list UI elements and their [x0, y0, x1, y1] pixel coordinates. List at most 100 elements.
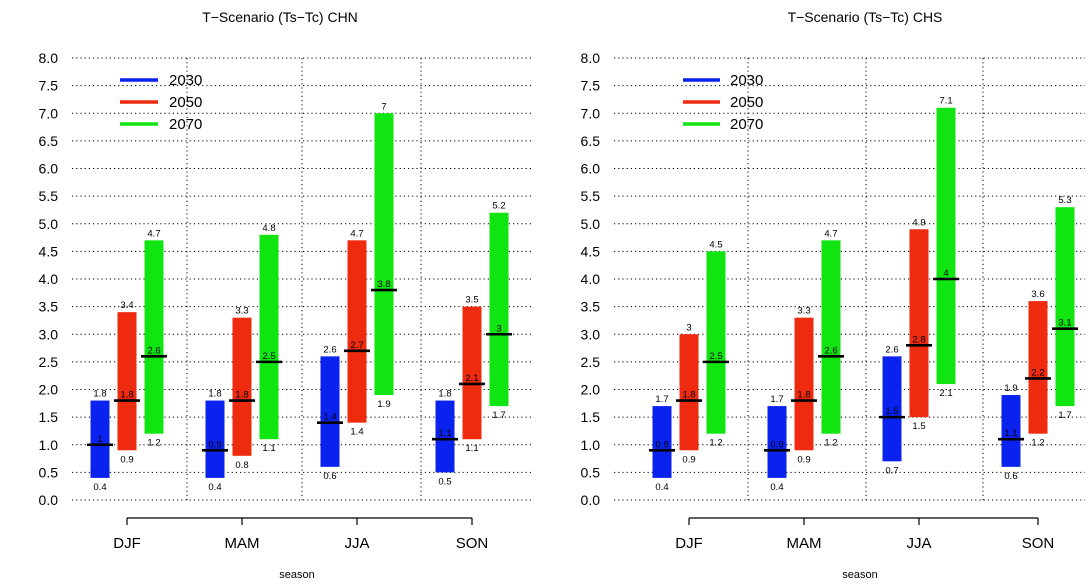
y-tick-label: 0.5 — [39, 464, 59, 480]
high-label: 3.4 — [120, 300, 133, 311]
legend-label: 2050 — [169, 94, 202, 111]
high-label: 3.3 — [797, 306, 810, 317]
high-label: 3.5 — [465, 295, 478, 306]
low-label: 1.2 — [709, 438, 722, 449]
high-label: 1.9 — [1004, 383, 1017, 394]
chart-title: T−Scenario (Ts−Tc) CHS — [788, 9, 943, 25]
range-bar-2070 — [936, 107, 956, 384]
y-tick-label: 5.0 — [581, 216, 601, 232]
low-label: 0.4 — [93, 482, 106, 493]
high-label: 3 — [686, 322, 691, 333]
low-label: 2.1 — [939, 388, 952, 399]
high-label: 5.3 — [1058, 195, 1071, 206]
legend-label: 2030 — [730, 72, 763, 89]
high-label: 1.7 — [655, 394, 668, 405]
range-bar-2050 — [909, 229, 929, 418]
x-tick-label: DJF — [675, 535, 703, 552]
chart-panel-chn: T−Scenario (Ts−Tc) CHN season 0.0 0.5 1.0 1… — [39, 9, 534, 581]
y-tick-label: 0.0 — [581, 492, 601, 508]
high-label: 3.6 — [1031, 289, 1044, 300]
y-tick-label: 6.5 — [39, 133, 59, 149]
range-bar-2070 — [374, 113, 394, 396]
y-tick-label: 8.0 — [581, 50, 601, 66]
median-label: 0.9 — [770, 439, 783, 450]
x-tick-label: MAM — [225, 535, 260, 552]
median-label: 2.6 — [147, 345, 160, 356]
high-label: 4.5 — [709, 239, 722, 250]
median-label: 2.1 — [465, 373, 478, 384]
low-label: 1.9 — [377, 399, 390, 410]
high-label: 4.7 — [147, 228, 160, 239]
x-tick-label: MAM — [787, 535, 822, 552]
median-label: 1.8 — [682, 390, 695, 401]
y-tick-label: 1.5 — [581, 409, 601, 425]
high-label: 1.8 — [93, 389, 106, 400]
range-bar-2030 — [205, 400, 225, 478]
low-label: 0.6 — [1004, 471, 1017, 482]
low-label: 1.4 — [350, 427, 363, 438]
y-tick-label: 6.0 — [39, 161, 59, 177]
range-bar-2070 — [144, 240, 164, 434]
range-bar-2050 — [794, 317, 814, 451]
median-label: 2.6 — [824, 345, 837, 356]
range-bar-2070 — [259, 234, 279, 440]
low-label: 1.1 — [465, 443, 478, 454]
y-tick-label: 4.5 — [39, 243, 59, 259]
x-tick-label: SON — [456, 535, 489, 552]
low-label: 1.2 — [824, 438, 837, 449]
y-tick-label: 4.5 — [581, 243, 601, 259]
median-label: 1.1 — [438, 428, 451, 439]
high-label: 2.6 — [885, 344, 898, 355]
range-bar-2030 — [90, 400, 110, 478]
x-tick-label: JJA — [344, 535, 369, 552]
low-label: 1.7 — [1058, 410, 1071, 421]
median-label: 2.5 — [709, 351, 722, 362]
high-label: 1.8 — [438, 389, 451, 400]
high-label: 7.1 — [939, 96, 952, 107]
range-bar-2070 — [489, 212, 509, 407]
y-tick-label: 3.0 — [581, 326, 601, 342]
high-label: 4.8 — [262, 223, 275, 234]
low-label: 0.7 — [885, 465, 898, 476]
y-tick-label: 2.0 — [581, 382, 601, 398]
range-bar-2070 — [1055, 207, 1075, 407]
y-tick-label: 4.0 — [581, 271, 601, 287]
range-bar-2030 — [435, 400, 455, 473]
y-tick-label: 6.5 — [581, 133, 601, 149]
low-label: 1.2 — [147, 438, 160, 449]
low-label: 0.9 — [797, 454, 810, 465]
high-label: 1.8 — [208, 389, 221, 400]
y-tick-label: 4.0 — [39, 271, 59, 287]
high-label: 4.7 — [350, 228, 363, 239]
y-tick-label: 0.0 — [39, 492, 59, 508]
y-tick-label: 7.5 — [39, 78, 59, 94]
median-label: 1.5 — [885, 406, 898, 417]
range-bar-2050 — [1028, 301, 1048, 434]
legend-label: 2050 — [730, 94, 763, 111]
high-label: 7 — [381, 101, 386, 112]
x-tick-label: JJA — [906, 535, 931, 552]
y-tick-label: 2.0 — [39, 382, 59, 398]
chart-panel-chs: T−Scenario (Ts−Tc) CHS season 0.0 0.5 1.0 1… — [581, 9, 1085, 581]
y-tick-label: 1.5 — [39, 409, 59, 425]
y-tick-label: 1.0 — [39, 437, 59, 453]
low-label: 1.2 — [1031, 438, 1044, 449]
range-bar-2030 — [1001, 395, 1021, 467]
x-tick-label: SON — [1022, 535, 1055, 552]
low-label: 0.8 — [235, 460, 248, 471]
y-tick-label: 7.5 — [581, 78, 601, 94]
median-label: 3 — [496, 323, 501, 334]
high-label: 5.2 — [492, 201, 505, 212]
median-label: 3.1 — [1058, 318, 1071, 329]
y-tick-label: 5.0 — [39, 216, 59, 232]
median-label: 2.2 — [1031, 367, 1044, 378]
range-bar-2030 — [767, 406, 787, 478]
low-label: 0.4 — [655, 482, 668, 493]
median-label: 3.8 — [377, 279, 390, 290]
y-tick-label: 7.0 — [39, 105, 59, 121]
median-label: 2.5 — [262, 351, 275, 362]
y-tick-label: 5.5 — [39, 188, 59, 204]
y-tick-label: 3.5 — [581, 299, 601, 315]
y-tick-label: 7.0 — [581, 105, 601, 121]
